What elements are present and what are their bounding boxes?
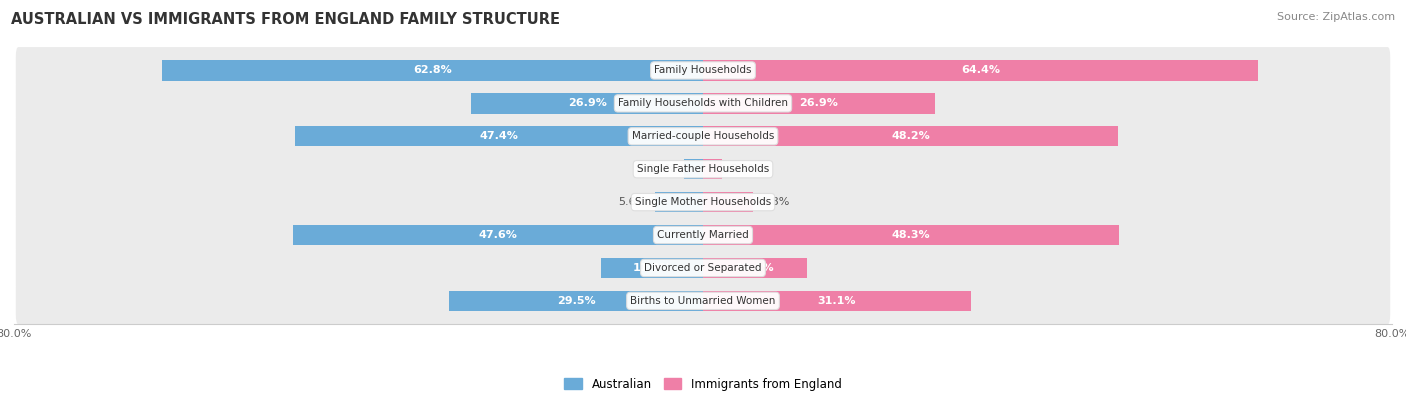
FancyBboxPatch shape: [15, 277, 1391, 324]
Text: Family Households with Children: Family Households with Children: [619, 98, 787, 108]
FancyBboxPatch shape: [15, 47, 1391, 94]
Text: 47.6%: 47.6%: [478, 230, 517, 240]
Bar: [600, 258, 703, 278]
Text: 48.2%: 48.2%: [891, 131, 929, 141]
Bar: [703, 225, 1119, 245]
Bar: [449, 291, 703, 311]
Text: 26.9%: 26.9%: [800, 98, 838, 108]
Text: Family Households: Family Households: [654, 66, 752, 75]
Text: Source: ZipAtlas.com: Source: ZipAtlas.com: [1277, 12, 1395, 22]
Text: 11.9%: 11.9%: [633, 263, 671, 273]
Bar: [471, 93, 703, 114]
FancyBboxPatch shape: [15, 113, 1391, 160]
FancyBboxPatch shape: [15, 80, 1391, 127]
Text: Currently Married: Currently Married: [657, 230, 749, 240]
Bar: [703, 291, 970, 311]
Bar: [703, 126, 1118, 147]
Bar: [703, 93, 935, 114]
Text: Single Mother Households: Single Mother Households: [636, 197, 770, 207]
FancyBboxPatch shape: [15, 212, 1391, 258]
Bar: [703, 159, 721, 179]
Text: Married-couple Households: Married-couple Households: [631, 131, 775, 141]
Text: 31.1%: 31.1%: [818, 296, 856, 306]
FancyBboxPatch shape: [15, 179, 1391, 226]
FancyBboxPatch shape: [15, 146, 1391, 193]
Text: 64.4%: 64.4%: [960, 66, 1000, 75]
Text: 5.8%: 5.8%: [762, 197, 790, 207]
Text: 29.5%: 29.5%: [557, 296, 595, 306]
Text: 26.9%: 26.9%: [568, 98, 606, 108]
Bar: [162, 60, 703, 81]
FancyBboxPatch shape: [15, 245, 1391, 291]
Bar: [703, 258, 807, 278]
Text: 2.2%: 2.2%: [647, 164, 675, 174]
Bar: [703, 60, 1257, 81]
Text: 62.8%: 62.8%: [413, 66, 451, 75]
Legend: Australian, Immigrants from England: Australian, Immigrants from England: [560, 373, 846, 395]
Text: Births to Unmarried Women: Births to Unmarried Women: [630, 296, 776, 306]
Text: 12.1%: 12.1%: [735, 263, 775, 273]
Bar: [295, 126, 703, 147]
Bar: [655, 192, 703, 213]
Text: 48.3%: 48.3%: [891, 230, 931, 240]
Text: 2.2%: 2.2%: [731, 164, 759, 174]
Text: 47.4%: 47.4%: [479, 131, 519, 141]
Bar: [703, 192, 754, 213]
Text: AUSTRALIAN VS IMMIGRANTS FROM ENGLAND FAMILY STRUCTURE: AUSTRALIAN VS IMMIGRANTS FROM ENGLAND FA…: [11, 12, 560, 27]
Bar: [292, 225, 703, 245]
Text: Single Father Households: Single Father Households: [637, 164, 769, 174]
Bar: [685, 159, 703, 179]
Text: 5.6%: 5.6%: [617, 197, 647, 207]
Text: Divorced or Separated: Divorced or Separated: [644, 263, 762, 273]
